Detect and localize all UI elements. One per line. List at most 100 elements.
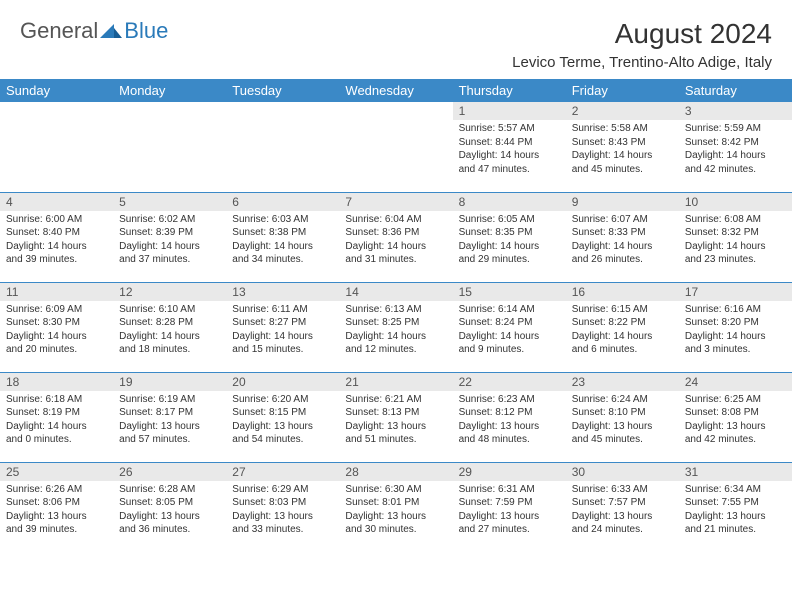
sunset-text: Sunset: 8:28 PM bbox=[119, 316, 220, 330]
sunset-text: Sunset: 8:30 PM bbox=[6, 316, 107, 330]
daylight-text: Daylight: 14 hours bbox=[345, 240, 446, 254]
daylight-text: and 24 minutes. bbox=[572, 523, 673, 537]
weekday-header: Thursday bbox=[453, 79, 566, 102]
sunrise-text: Sunrise: 6:28 AM bbox=[119, 483, 220, 497]
day-number: 26 bbox=[113, 463, 226, 481]
sunset-text: Sunset: 8:20 PM bbox=[685, 316, 786, 330]
day-number: 27 bbox=[226, 463, 339, 481]
calendar-day-cell: 4Sunrise: 6:00 AMSunset: 8:40 PMDaylight… bbox=[0, 192, 113, 282]
daylight-text: Daylight: 14 hours bbox=[572, 149, 673, 163]
calendar-day-cell: 27Sunrise: 6:29 AMSunset: 8:03 PMDayligh… bbox=[226, 462, 339, 552]
daylight-text: Daylight: 13 hours bbox=[232, 420, 333, 434]
sunrise-text: Sunrise: 6:04 AM bbox=[345, 213, 446, 227]
daylight-text: and 0 minutes. bbox=[6, 433, 107, 447]
logo: General Blue bbox=[20, 18, 168, 44]
daylight-text: Daylight: 14 hours bbox=[459, 149, 560, 163]
daylight-text: and 37 minutes. bbox=[119, 253, 220, 267]
sunrise-text: Sunrise: 6:09 AM bbox=[6, 303, 107, 317]
day-number: 19 bbox=[113, 373, 226, 391]
sunset-text: Sunset: 8:35 PM bbox=[459, 226, 560, 240]
daylight-text: Daylight: 14 hours bbox=[6, 420, 107, 434]
sunrise-text: Sunrise: 6:23 AM bbox=[459, 393, 560, 407]
day-number: 1 bbox=[453, 102, 566, 120]
sunset-text: Sunset: 8:40 PM bbox=[6, 226, 107, 240]
day-number: 5 bbox=[113, 193, 226, 211]
sunset-text: Sunset: 8:05 PM bbox=[119, 496, 220, 510]
daylight-text: and 20 minutes. bbox=[6, 343, 107, 357]
daylight-text: Daylight: 13 hours bbox=[685, 510, 786, 524]
calendar-day-cell: 5Sunrise: 6:02 AMSunset: 8:39 PMDaylight… bbox=[113, 192, 226, 282]
calendar-day-cell: 3Sunrise: 5:59 AMSunset: 8:42 PMDaylight… bbox=[679, 102, 792, 192]
daylight-text: Daylight: 14 hours bbox=[572, 330, 673, 344]
daylight-text: Daylight: 13 hours bbox=[459, 420, 560, 434]
sunset-text: Sunset: 8:27 PM bbox=[232, 316, 333, 330]
calendar-week-row: 25Sunrise: 6:26 AMSunset: 8:06 PMDayligh… bbox=[0, 462, 792, 552]
sunset-text: Sunset: 8:32 PM bbox=[685, 226, 786, 240]
day-number: 18 bbox=[0, 373, 113, 391]
daylight-text: and 12 minutes. bbox=[345, 343, 446, 357]
calendar-day-cell: 6Sunrise: 6:03 AMSunset: 8:38 PMDaylight… bbox=[226, 192, 339, 282]
calendar-day-cell: 13Sunrise: 6:11 AMSunset: 8:27 PMDayligh… bbox=[226, 282, 339, 372]
day-number: 13 bbox=[226, 283, 339, 301]
calendar-day-cell bbox=[226, 102, 339, 192]
sunrise-text: Sunrise: 6:13 AM bbox=[345, 303, 446, 317]
day-number bbox=[339, 102, 452, 120]
daylight-text: and 6 minutes. bbox=[572, 343, 673, 357]
daylight-text: and 45 minutes. bbox=[572, 433, 673, 447]
calendar-day-cell: 12 Sunrise: 6:10 AMSunset: 8:28 PMDayligh… bbox=[113, 282, 226, 372]
month-title: August 2024 bbox=[512, 18, 772, 50]
daylight-text: and 47 minutes. bbox=[459, 163, 560, 177]
daylight-text: Daylight: 14 hours bbox=[685, 149, 786, 163]
day-number: 3 bbox=[679, 102, 792, 120]
sunrise-text: Sunrise: 6:14 AM bbox=[459, 303, 560, 317]
daylight-text: Daylight: 14 hours bbox=[119, 330, 220, 344]
sunrise-text: Sunrise: 6:19 AM bbox=[119, 393, 220, 407]
daylight-text: Daylight: 14 hours bbox=[459, 240, 560, 254]
day-number: 28 bbox=[339, 463, 452, 481]
daylight-text: Daylight: 14 hours bbox=[572, 240, 673, 254]
sunrise-text: Sunrise: 6:16 AM bbox=[685, 303, 786, 317]
day-number bbox=[226, 102, 339, 120]
daylight-text: and 3 minutes. bbox=[685, 343, 786, 357]
daylight-text: Daylight: 13 hours bbox=[6, 510, 107, 524]
sunset-text: Sunset: 8:10 PM bbox=[572, 406, 673, 420]
daylight-text: Daylight: 13 hours bbox=[232, 510, 333, 524]
day-number: 29 bbox=[453, 463, 566, 481]
calendar-day-cell: 9Sunrise: 6:07 AMSunset: 8:33 PMDaylight… bbox=[566, 192, 679, 282]
day-number: 16 bbox=[566, 283, 679, 301]
day-number: 9 bbox=[566, 193, 679, 211]
day-number: 17 bbox=[679, 283, 792, 301]
sunset-text: Sunset: 8:44 PM bbox=[459, 136, 560, 150]
daylight-text: and 15 minutes. bbox=[232, 343, 333, 357]
daylight-text: Daylight: 14 hours bbox=[232, 330, 333, 344]
daylight-text: Daylight: 14 hours bbox=[6, 240, 107, 254]
day-number: 12 bbox=[113, 283, 226, 301]
calendar-day-cell: 26Sunrise: 6:28 AMSunset: 8:05 PMDayligh… bbox=[113, 462, 226, 552]
sunrise-text: Sunrise: 6:07 AM bbox=[572, 213, 673, 227]
day-number: 25 bbox=[0, 463, 113, 481]
day-number: 22 bbox=[453, 373, 566, 391]
daylight-text: and 33 minutes. bbox=[232, 523, 333, 537]
day-number: 11 bbox=[0, 283, 113, 301]
calendar-day-cell bbox=[339, 102, 452, 192]
weekday-header: Wednesday bbox=[339, 79, 452, 102]
sunrise-text: Sunrise: 5:57 AM bbox=[459, 122, 560, 136]
logo-text-blue: Blue bbox=[124, 18, 168, 44]
sunrise-text: Sunrise: 6:29 AM bbox=[232, 483, 333, 497]
daylight-text: Daylight: 14 hours bbox=[685, 240, 786, 254]
daylight-text: and 18 minutes. bbox=[119, 343, 220, 357]
sunset-text: Sunset: 7:55 PM bbox=[685, 496, 786, 510]
day-number: 15 bbox=[453, 283, 566, 301]
sunset-text: Sunset: 8:13 PM bbox=[345, 406, 446, 420]
daylight-text: Daylight: 14 hours bbox=[6, 330, 107, 344]
calendar-day-cell: 30Sunrise: 6:33 AMSunset: 7:57 PMDayligh… bbox=[566, 462, 679, 552]
calendar-table: Sunday Monday Tuesday Wednesday Thursday… bbox=[0, 79, 792, 552]
daylight-text: and 34 minutes. bbox=[232, 253, 333, 267]
daylight-text: and 42 minutes. bbox=[685, 163, 786, 177]
day-number: 31 bbox=[679, 463, 792, 481]
sunrise-text: Sunrise: 6:10 AM bbox=[119, 303, 220, 317]
day-number bbox=[0, 102, 113, 120]
header: General Blue August 2024 Levico Terme, T… bbox=[0, 0, 792, 79]
daylight-text: Daylight: 13 hours bbox=[345, 510, 446, 524]
calendar-week-row: 11Sunrise: 6:09 AMSunset: 8:30 PMDayligh… bbox=[0, 282, 792, 372]
